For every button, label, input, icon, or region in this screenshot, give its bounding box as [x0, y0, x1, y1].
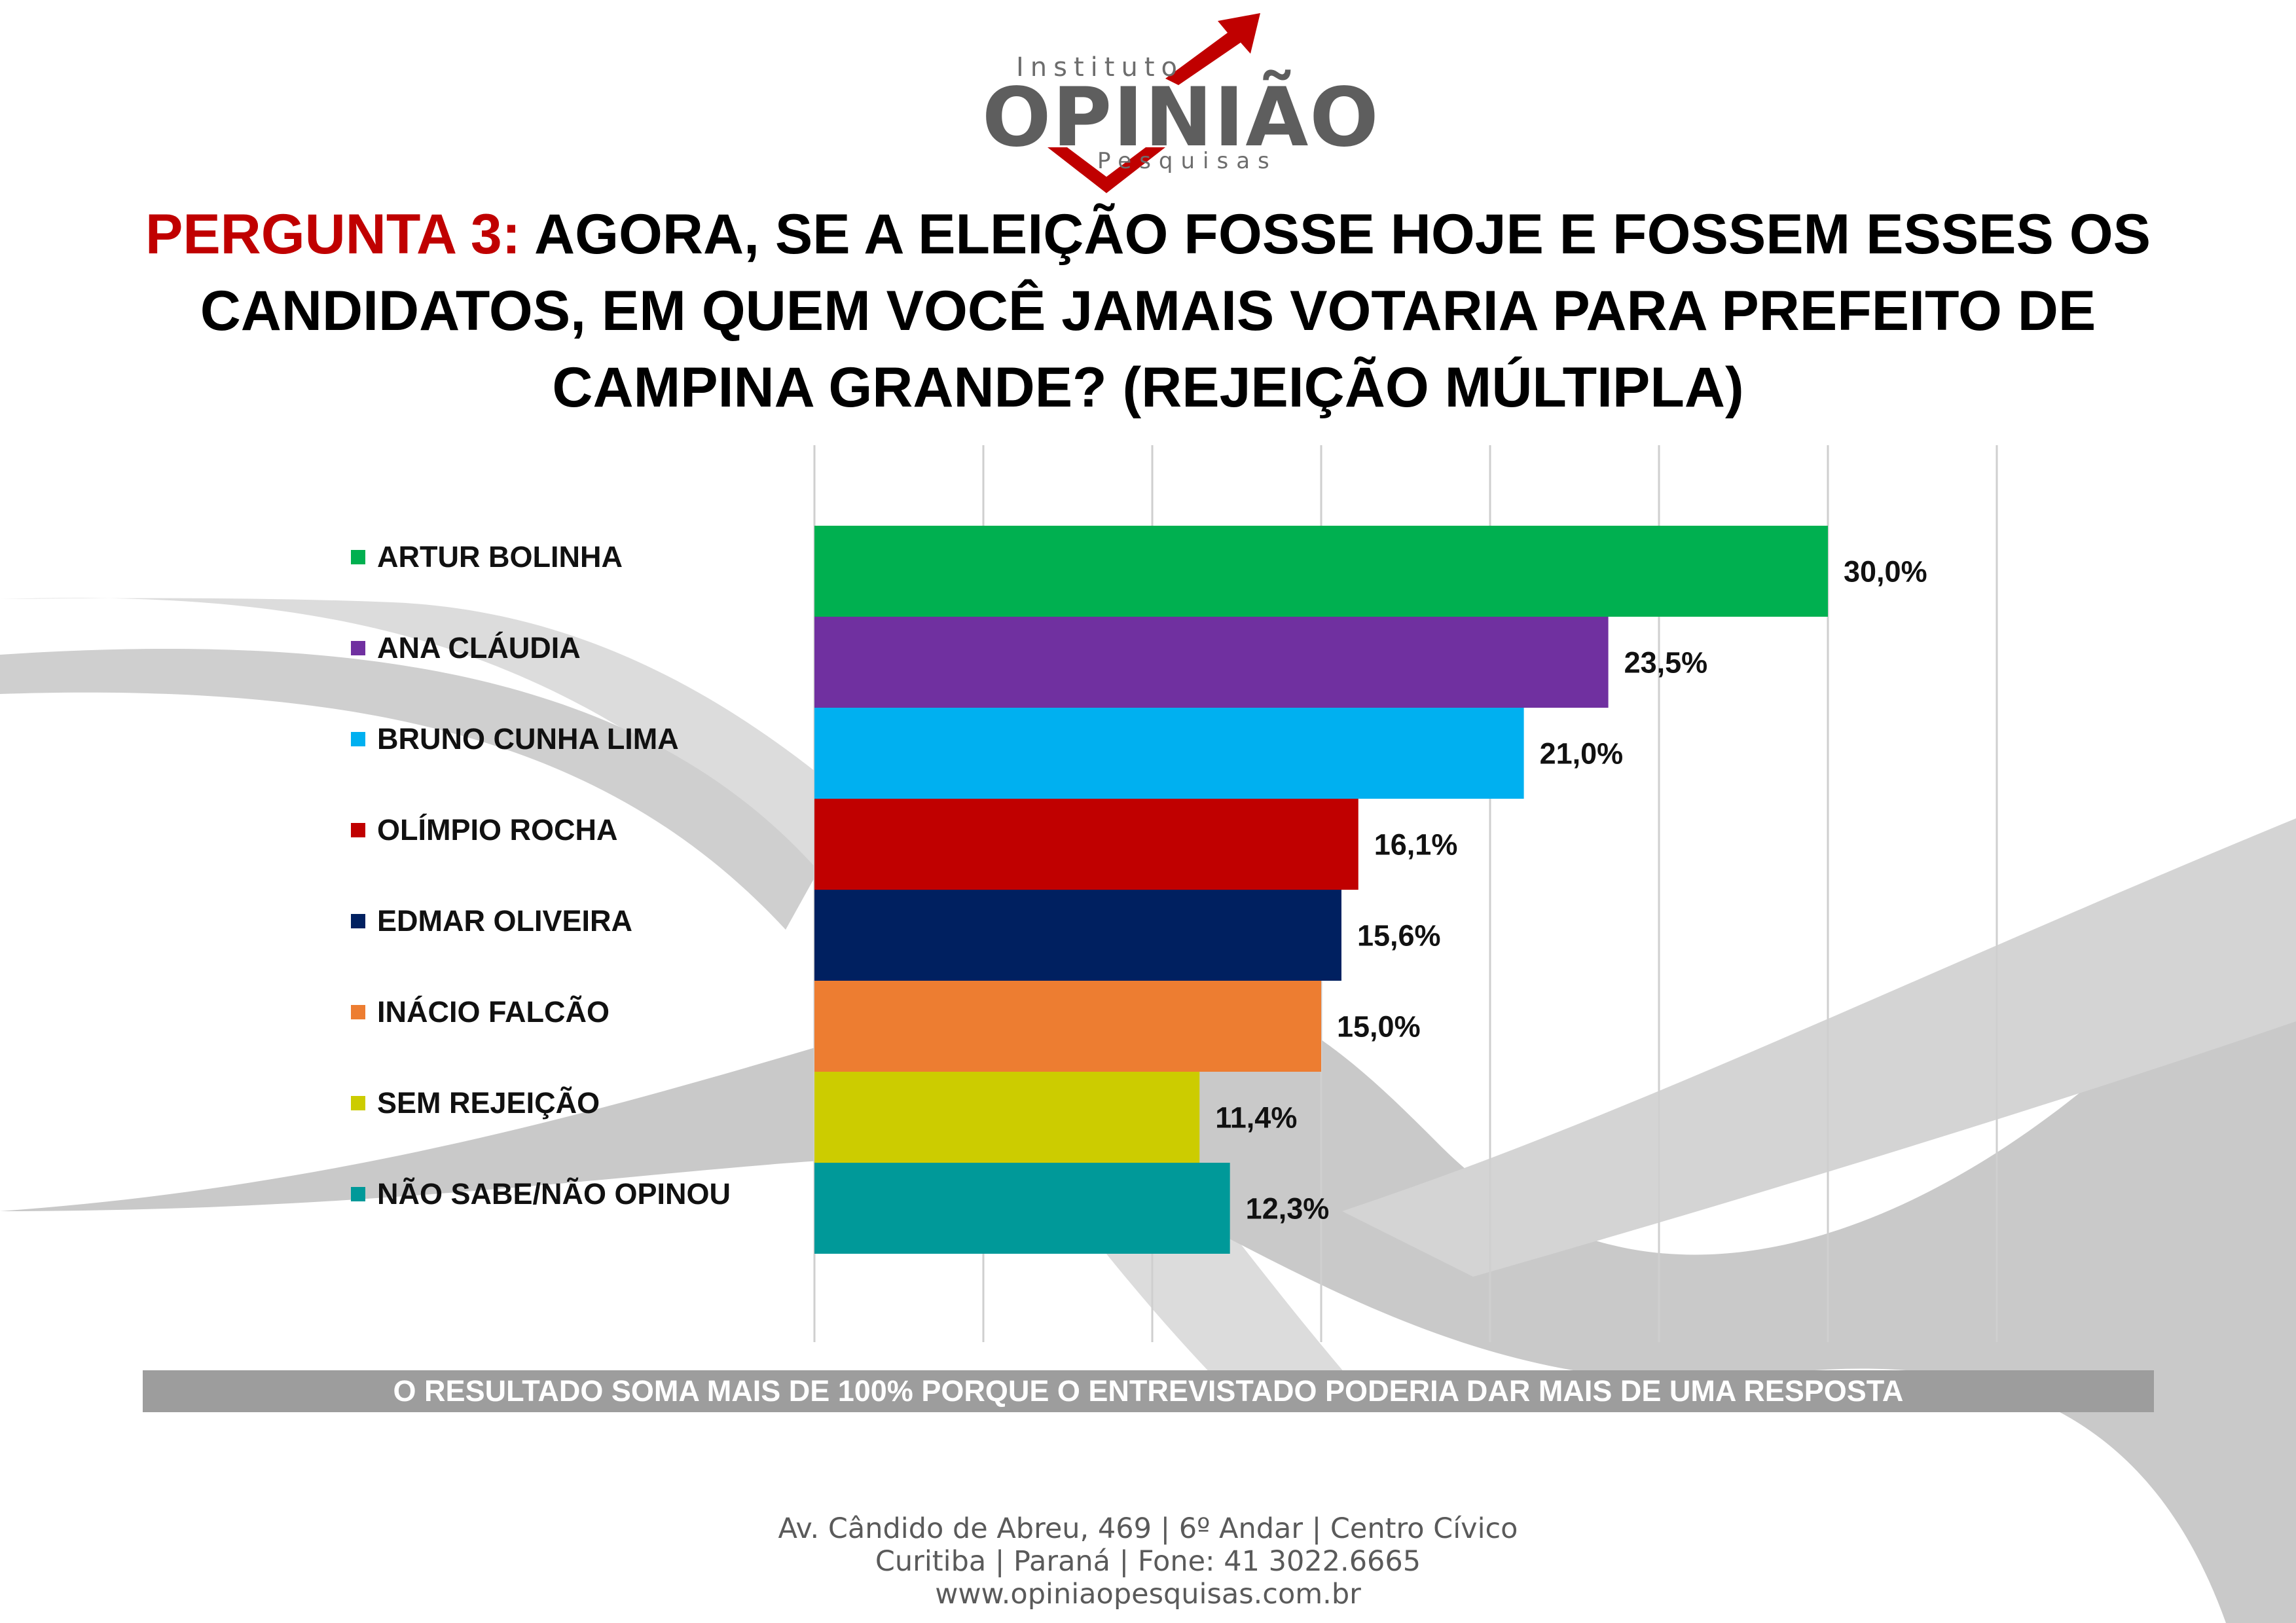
legend-swatch — [351, 731, 365, 746]
legend-swatch — [351, 1004, 365, 1019]
legend-item: ANA CLÁUDIA — [351, 629, 581, 668]
legend-swatch — [351, 822, 365, 837]
bar — [814, 1072, 1200, 1163]
question-title: PERGUNTA 3: AGORA, SE A ELEIÇÃO FOSSE HO… — [98, 196, 2198, 426]
legend-label: OLÍMPIO ROCHA — [377, 812, 618, 847]
bar — [814, 1163, 1230, 1254]
legend-item: OLÍMPIO ROCHA — [351, 811, 618, 850]
bar-value-label: 30,0% — [1844, 555, 1927, 589]
bar-value-label: 11,4% — [1215, 1101, 1297, 1135]
logo-chevron-icon — [1048, 147, 1165, 193]
logo-main-text: OPINIÃO — [982, 71, 1380, 165]
logo: Instituto OPINIÃO Pesquisas — [982, 13, 1379, 196]
question-text: AGORA, SE A ELEIÇÃO FOSSE HOJE E FOSSEM … — [200, 203, 2151, 419]
legend-label: ANA CLÁUDIA — [377, 630, 581, 665]
legend-swatch — [351, 640, 365, 655]
legend-item: INÁCIO FALCÃO — [351, 993, 610, 1032]
legend-label: EDMAR OLIVEIRA — [377, 903, 633, 938]
legend-swatch — [351, 1186, 365, 1201]
bar — [814, 708, 1524, 799]
bar — [814, 617, 1609, 708]
legend-label: SEM REJEIÇÃO — [377, 1085, 600, 1120]
bar — [814, 890, 1341, 981]
bar — [814, 526, 1828, 617]
footer: Av. Cândido de Abreu, 469 | 6º Andar | C… — [0, 1512, 2296, 1611]
legend-item: SEM REJEIÇÃO — [351, 1084, 600, 1123]
question-label: PERGUNTA 3: — [145, 203, 521, 266]
logo-top-text: Instituto — [1016, 52, 1184, 82]
bar-value-label: 15,0% — [1337, 1010, 1421, 1044]
logo-arrow-icon — [1165, 13, 1260, 85]
legend-swatch — [351, 549, 365, 564]
legend-swatch — [351, 913, 365, 928]
bar-value-label: 15,6% — [1357, 919, 1441, 953]
legend-item: NÃO SABE/NÃO OPINOU — [351, 1175, 731, 1214]
legend-label: NÃO SABE/NÃO OPINOU — [377, 1176, 731, 1211]
legend-label: INÁCIO FALCÃO — [377, 994, 610, 1029]
footer-city-phone: Curitiba | Paraná | Fone: 41 3022.6665 — [875, 1545, 1421, 1578]
legend-item: ARTUR BOLINHA — [351, 538, 623, 577]
bar — [814, 799, 1358, 890]
legend-item: EDMAR OLIVEIRA — [351, 902, 632, 941]
bar-value-label: 16,1% — [1374, 828, 1458, 862]
result-note: O RESULTADO SOMA MAIS DE 100% PORQUE O E… — [143, 1370, 2154, 1412]
legend-swatch — [351, 1095, 365, 1110]
logo-bottom-text: Pesquisas — [1097, 148, 1277, 174]
legend-item: BRUNO CUNHA LIMA — [351, 720, 679, 759]
legend-label: ARTUR BOLINHA — [377, 539, 623, 574]
bar-value-label: 23,5% — [1624, 646, 1708, 680]
swoosh-shape-top — [0, 648, 818, 930]
bar-value-label: 12,3% — [1246, 1192, 1330, 1226]
swoosh-shape-left — [0, 598, 1375, 1408]
footer-website: www.opiniaopesquisas.com.br — [935, 1578, 1361, 1611]
bar — [814, 981, 1321, 1072]
bar-value-label: 21,0% — [1540, 737, 1624, 771]
swoosh-shape-right — [1342, 818, 2296, 1277]
footer-address: Av. Cândido de Abreu, 469 | 6º Andar | C… — [778, 1512, 1518, 1545]
legend-label: BRUNO CUNHA LIMA — [377, 721, 679, 756]
